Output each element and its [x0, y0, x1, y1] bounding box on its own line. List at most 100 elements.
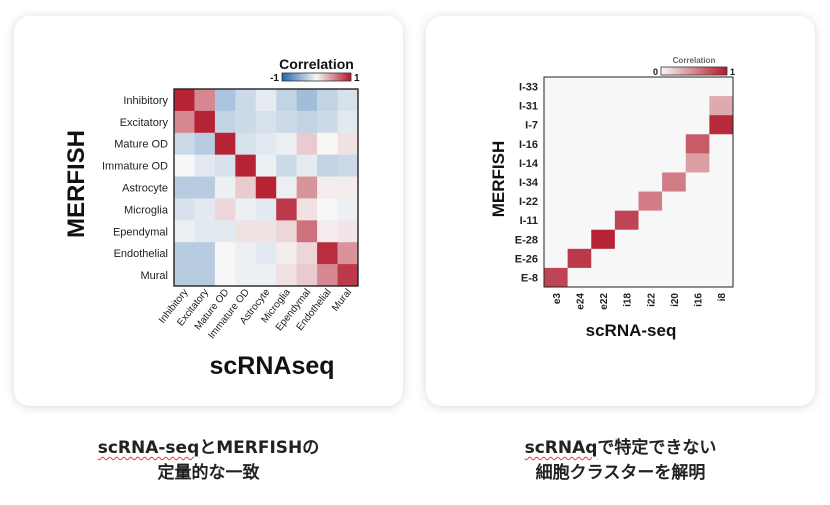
heatmap-cell: [544, 248, 568, 269]
heatmap-cell: [337, 110, 359, 134]
heatmap-cell: [276, 220, 297, 243]
row-tick-label: I-22: [519, 196, 538, 208]
heatmap-cell: [685, 115, 710, 135]
heatmap-cell: [214, 132, 236, 155]
legend-min-label: 0: [653, 67, 658, 77]
heatmap-cell: [214, 242, 236, 265]
heatmap-cell: [614, 134, 639, 154]
heatmap-cell: [638, 134, 663, 154]
column-tick-label: Mural: [330, 287, 354, 313]
heatmap-cell: [685, 77, 710, 97]
heatmap-cell: [214, 220, 236, 243]
y-axis-label: MERFISH: [489, 141, 508, 218]
heatmap-cell: [638, 191, 663, 211]
heatmap-cell: [638, 172, 663, 192]
heatmap-cell: [591, 248, 616, 269]
heatmap-cell: [638, 96, 663, 116]
heatmap-cell: [544, 229, 568, 250]
heatmap-cell: [544, 210, 568, 231]
heatmap-cell: [235, 154, 257, 177]
heatmap-cell: [567, 229, 592, 250]
right-caption: scRNAqで特定できない 細胞クラスターを解明: [426, 436, 815, 486]
left-heatmap-chart: Inhibitory Excitatory Mature OD Immature OD…: [63, 56, 360, 380]
heatmap-cell: [214, 89, 236, 112]
heatmap-cell: [709, 210, 734, 231]
heatmap-cell: [662, 115, 687, 135]
heatmap-cell: [276, 89, 297, 112]
column-tick-label: i8: [717, 293, 728, 302]
heatmap-cell: [337, 154, 359, 177]
row-tick-label: E-26: [515, 253, 538, 265]
row-tick-label: I-31: [519, 101, 538, 113]
heatmap-cell: [567, 153, 592, 173]
heatmap-cell: [567, 134, 592, 154]
legend-title: Correlation: [673, 56, 716, 65]
heatmap-cell: [194, 264, 216, 287]
heatmap-cell: [614, 96, 639, 116]
right-caption-rest: で特定できない: [597, 438, 717, 458]
heatmap-cell: [255, 110, 277, 134]
heatmap-cell: [276, 154, 297, 177]
heatmap-cell: [662, 267, 687, 288]
heatmap-cell: [709, 248, 734, 269]
heatmap-cell: [685, 267, 710, 288]
row-tick-label: Ependymal: [113, 226, 168, 238]
heatmap-cell: [544, 77, 568, 97]
right-caption-line2: 細胞クラスターを解明: [535, 463, 706, 483]
heatmap-cell: [662, 172, 687, 192]
heatmap-cell: [255, 176, 277, 199]
heatmap-cell: [214, 198, 236, 221]
left-caption-rest: とMERFISHの: [199, 438, 320, 458]
heatmap-cell: [337, 89, 359, 112]
heatmap-cell: [614, 267, 639, 288]
heatmap-cell: [591, 96, 616, 116]
heatmap-cell: [567, 96, 592, 116]
heatmap-cell: [235, 220, 257, 243]
heatmap-cell: [662, 191, 687, 211]
heatmap-cell: [685, 172, 710, 192]
heatmap-cell: [567, 77, 592, 97]
heatmap-cell: [567, 172, 592, 192]
heatmap-cell: [662, 210, 687, 231]
left-caption: scRNA-seqとMERFISHの 定量的な一致: [14, 436, 403, 486]
legend-colorbar: [281, 72, 352, 82]
heatmap-cell: [591, 210, 616, 231]
row-tick-label: I-16: [519, 139, 538, 151]
heatmap-cell: [194, 176, 216, 199]
row-tick-label: I-33: [519, 82, 538, 94]
heatmap-cell: [194, 220, 216, 243]
heatmap-cell: [255, 132, 277, 155]
heatmap-cell: [174, 154, 195, 177]
heatmap-cell: [337, 242, 359, 265]
heatmap-cell: [296, 176, 318, 199]
heatmap-cell: [544, 267, 568, 288]
heatmap-cell: [638, 77, 663, 97]
heatmap-cell: [662, 153, 687, 173]
heatmap-cell: [709, 96, 734, 116]
heatmap-cell: [709, 153, 734, 173]
heatmap-cell: [662, 96, 687, 116]
heatmap-cell: [276, 264, 297, 287]
heatmap-cell: [709, 191, 734, 211]
heatmap-cell: [276, 110, 297, 134]
heatmap-cell: [614, 153, 639, 173]
heatmap-cell: [337, 220, 359, 243]
heatmap-cell: [685, 210, 710, 231]
heatmap-cell: [709, 134, 734, 154]
heatmap-cell: [296, 242, 318, 265]
heatmap-cell: [337, 176, 359, 199]
heatmap-cell: [255, 154, 277, 177]
heatmap-cell: [638, 153, 663, 173]
column-tick-label: i22: [646, 293, 657, 307]
heatmap-cell: [174, 89, 195, 112]
heatmap-cell: [614, 77, 639, 97]
heatmap-cell: [591, 115, 616, 135]
heatmap-cell: [662, 248, 687, 269]
row-tick-label: Excitatory: [120, 117, 169, 129]
heatmap-cell: [591, 191, 616, 211]
heatmap-cell: [709, 172, 734, 192]
heatmap-cell: [194, 89, 216, 112]
heatmap-cell: [214, 154, 236, 177]
heatmap-cell: [255, 220, 277, 243]
heatmap-cell: [317, 264, 338, 287]
